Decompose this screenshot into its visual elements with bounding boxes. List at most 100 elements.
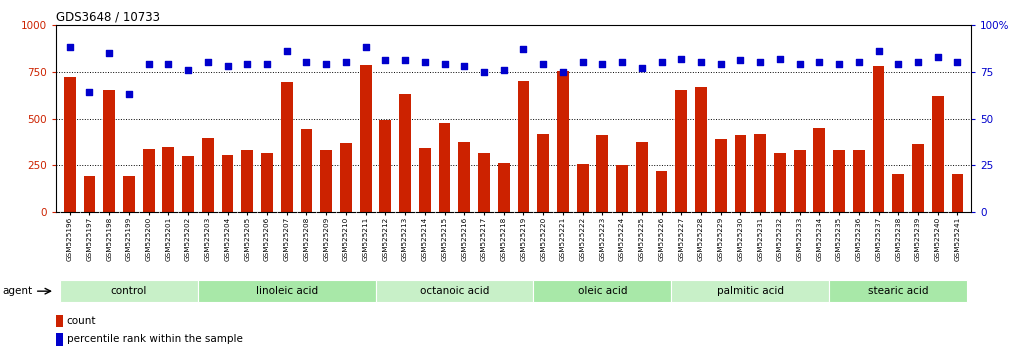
Bar [301,129,312,212]
Point [890,61,906,67]
Point [457,63,473,69]
Bar [360,65,371,212]
Bar [636,142,648,212]
Point [476,69,492,74]
Bar [755,133,766,212]
Point [949,59,965,65]
Point [930,54,946,59]
Bar [142,149,155,212]
Point [871,48,887,54]
Bar [518,81,530,212]
Text: palmitic acid: palmitic acid [717,286,784,296]
FancyBboxPatch shape [533,280,671,302]
Bar [537,133,549,212]
Bar [104,90,115,212]
Point [220,63,236,69]
Bar [616,165,627,212]
Point [910,59,926,65]
Point [554,69,571,74]
Bar [952,174,963,212]
Bar [734,135,746,212]
Bar [814,128,825,212]
Bar [833,150,845,212]
Point [831,61,847,67]
Text: linoleic acid: linoleic acid [255,286,317,296]
Point [180,67,196,73]
Bar [853,149,864,212]
Bar [64,77,75,212]
FancyBboxPatch shape [375,280,533,302]
Point [812,59,828,65]
Text: agent: agent [2,286,33,296]
Point [575,59,591,65]
Point [673,56,690,61]
Point [358,45,374,50]
Bar [399,94,411,212]
Bar [873,66,885,212]
Bar [497,163,510,212]
Bar [892,174,904,212]
Point [653,59,669,65]
Text: oleic acid: oleic acid [578,286,627,296]
FancyBboxPatch shape [198,280,375,302]
Point [199,59,216,65]
Text: count: count [66,316,96,326]
Point [535,61,551,67]
Point [772,56,788,61]
Bar [438,123,451,212]
Bar [261,153,273,212]
Bar [695,87,707,212]
Point [614,59,631,65]
Bar [320,150,333,212]
FancyBboxPatch shape [829,280,967,302]
Bar [123,176,135,212]
Point [417,59,433,65]
Point [495,67,512,73]
Point [101,50,117,56]
Point [140,61,157,67]
Text: control: control [111,286,147,296]
Bar [222,155,234,212]
FancyBboxPatch shape [60,280,198,302]
Bar [56,315,63,327]
Point [693,59,709,65]
Bar [163,147,174,212]
Bar [596,135,608,212]
Bar [56,333,63,346]
Point [239,61,255,67]
Bar [656,171,667,212]
Bar [577,164,589,212]
Point [161,61,177,67]
FancyBboxPatch shape [671,280,829,302]
Point [259,61,276,67]
Bar [379,120,392,212]
Point [791,61,807,67]
Point [298,59,314,65]
Text: GDS3648 / 10733: GDS3648 / 10733 [56,11,160,24]
Point [713,61,729,67]
Point [62,45,78,50]
Bar [932,96,944,212]
Text: octanoic acid: octanoic acid [420,286,489,296]
Point [338,59,354,65]
Bar [478,153,490,212]
Bar [912,144,923,212]
Bar [675,90,687,212]
Text: stearic acid: stearic acid [868,286,929,296]
Point [377,58,394,63]
Bar [182,156,194,212]
Point [594,61,610,67]
Point [279,48,295,54]
Point [81,90,98,95]
Point [850,59,866,65]
Bar [557,71,569,212]
Bar [83,176,96,212]
Bar [281,82,293,212]
Bar [774,153,786,212]
Text: percentile rank within the sample: percentile rank within the sample [66,334,242,344]
Bar [241,150,253,212]
Point [318,61,335,67]
Bar [202,138,214,212]
Point [732,58,749,63]
Bar [419,148,431,212]
